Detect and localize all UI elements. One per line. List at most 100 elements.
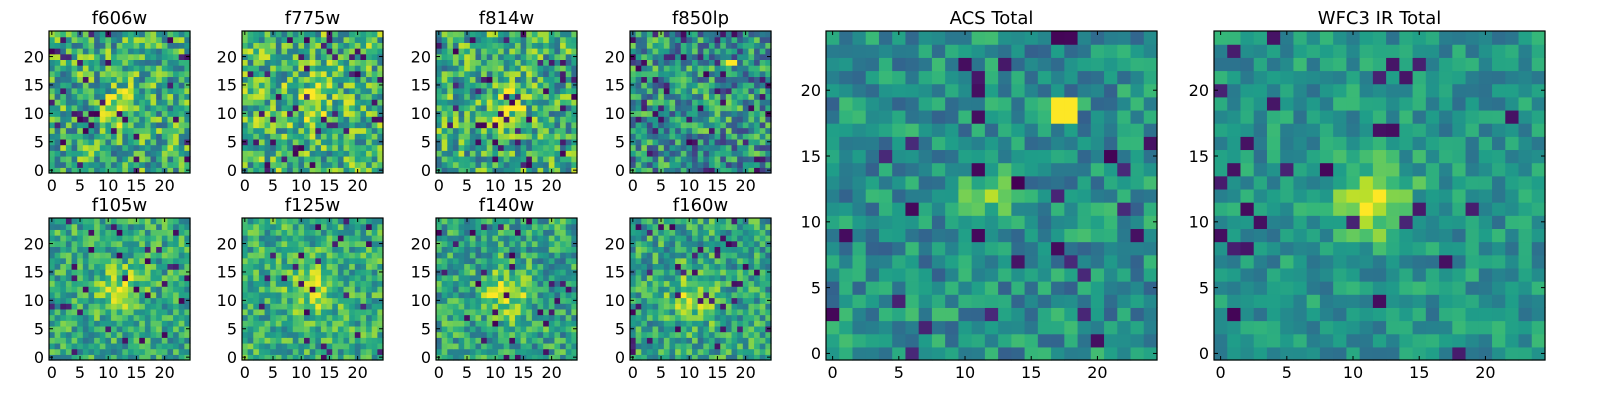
heatmap-cell: [697, 36, 704, 43]
heatmap-cell: [349, 314, 356, 321]
heatmap-cell: [144, 291, 152, 299]
heatmap-cell: [635, 342, 642, 350]
heatmap-cell: [264, 337, 271, 344]
heatmap-cell: [139, 87, 146, 95]
heatmap-cell: [326, 150, 333, 157]
heatmap-cell: [441, 161, 448, 168]
heatmap-cell: [714, 76, 721, 83]
heatmap-cell: [139, 229, 146, 236]
heatmap-cell: [731, 87, 738, 95]
heatmap-cell: [258, 87, 266, 95]
heatmap-cell: [481, 246, 488, 253]
heatmap-cell: [548, 150, 556, 157]
heatmap-cell: [692, 104, 699, 112]
heatmap-cell: [531, 331, 539, 338]
heatmap-cell: [464, 116, 471, 123]
heatmap-cell: [436, 246, 443, 253]
heatmap-cell: [635, 320, 642, 327]
heatmap-cell: [139, 320, 146, 327]
heatmap-cell: [258, 116, 266, 123]
heatmap-cell: [366, 127, 373, 134]
heatmap-cell: [105, 155, 112, 163]
heatmap-cell: [675, 167, 682, 174]
heatmap-cell: [742, 70, 750, 78]
heatmap-cell: [498, 42, 505, 49]
heatmap-cell: [663, 274, 671, 282]
heatmap-cell: [292, 274, 299, 282]
heatmap-cell: [697, 348, 704, 355]
heatmap-cell: [122, 286, 129, 293]
heatmap-cell: [742, 161, 750, 168]
heatmap-cell: [498, 48, 505, 55]
heatmap-cell: [652, 42, 659, 49]
panel-title: f105w: [92, 195, 147, 216]
heatmap-cell: [537, 110, 544, 117]
heatmap-cell: [725, 42, 733, 49]
heatmap-cell: [127, 223, 135, 230]
heatmap-cell: [669, 104, 676, 112]
heatmap-cell: [309, 133, 316, 140]
heatmap-cell: [242, 308, 249, 316]
heatmap-cell: [304, 280, 311, 287]
heatmap-cell: [150, 223, 157, 230]
heatmap-cell: [481, 48, 488, 55]
heatmap-cell: [441, 144, 448, 151]
heatmap-cell: [714, 127, 721, 134]
heatmap-cell: [498, 155, 505, 163]
heatmap-cell: [748, 93, 755, 100]
heatmap-cell: [703, 280, 710, 287]
heatmap-cell: [326, 303, 333, 310]
heatmap-cell: [99, 286, 106, 293]
heatmap-cell: [49, 121, 56, 129]
heatmap-cell: [503, 53, 510, 60]
heatmap-cell: [184, 59, 191, 66]
heatmap-cell: [486, 31, 493, 38]
heatmap-cell: [354, 36, 362, 43]
heatmap-cell: [371, 104, 378, 112]
heatmap-cell: [520, 348, 527, 355]
heatmap-cell: [332, 70, 339, 78]
heatmap-cell: [669, 82, 676, 89]
heatmap-cell: [343, 48, 350, 55]
heatmap-cell: [264, 223, 271, 230]
heatmap-cell: [554, 257, 561, 265]
heatmap-cell: [247, 291, 254, 299]
heatmap-cell: [646, 53, 654, 60]
heatmap-cell: [520, 104, 527, 112]
heatmap-cell: [304, 59, 311, 66]
heatmap-cell: [498, 138, 505, 146]
heatmap-cell: [447, 252, 454, 259]
heatmap-cell: [309, 138, 316, 146]
heatmap-cell: [452, 240, 460, 247]
heatmap-cell: [292, 65, 299, 72]
heatmap-cell: [242, 314, 249, 321]
heatmap-cell: [371, 82, 378, 89]
heatmap-cell: [360, 252, 367, 259]
heatmap-cell: [173, 150, 180, 157]
heatmap-cell: [292, 337, 299, 344]
heatmap-cell: [116, 235, 123, 242]
heatmap-cell: [242, 348, 249, 355]
heatmap-cell: [275, 82, 283, 89]
heatmap-cell: [554, 59, 561, 66]
heatmap-cell: [354, 99, 362, 106]
heatmap-cell: [173, 133, 180, 140]
heatmap-cell: [464, 280, 471, 287]
heatmap-cell: [543, 150, 550, 157]
heatmap-cell: [537, 218, 544, 225]
heatmap-cell: [531, 59, 539, 66]
heatmap-cell: [675, 269, 682, 276]
heatmap-cell: [122, 42, 129, 49]
heatmap-cell: [675, 280, 682, 287]
heatmap-cell: [332, 320, 339, 327]
heatmap-cell: [725, 161, 733, 168]
heatmap-cell: [349, 76, 356, 83]
heatmap-cell: [133, 161, 140, 168]
heatmap-cell: [371, 342, 378, 350]
heatmap-cell: [686, 110, 693, 117]
heatmap-cell: [116, 263, 123, 270]
heatmap-cell: [680, 337, 687, 344]
heatmap-cell: [332, 348, 339, 355]
heatmap-cell: [452, 104, 460, 112]
heatmap-cell: [105, 291, 112, 299]
